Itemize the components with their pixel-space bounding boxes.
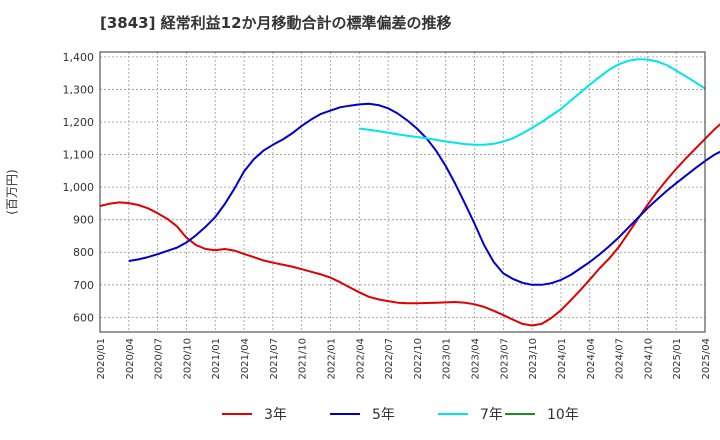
x-tick-label: 2020/07 <box>154 338 165 380</box>
legend: 3年 5年 7年 10年 <box>222 407 579 423</box>
x-tick-label: 2020/01 <box>96 338 107 380</box>
x-tick-label: 2021/04 <box>240 338 251 380</box>
x-tick-label: 2023/07 <box>499 338 510 380</box>
x-tick-label: 2021/10 <box>298 338 309 380</box>
x-tick-label: 2022/07 <box>384 338 395 380</box>
x-tick-label: 2023/10 <box>528 338 539 380</box>
legend-label-4: 10年 <box>547 407 579 423</box>
y-tick-label: 1,200 <box>63 116 95 129</box>
y-tick-label: 1,300 <box>63 83 95 96</box>
x-tick-label: 2021/01 <box>211 338 222 380</box>
y-tick-label: 1,000 <box>63 181 95 194</box>
x-tick-label: 2022/10 <box>413 338 424 380</box>
legend-label-2: 5年 <box>372 407 395 423</box>
y-tick-label: 600 <box>73 311 94 324</box>
x-tick-label: 2022/04 <box>355 338 366 380</box>
y-tick-label: 700 <box>73 279 94 292</box>
x-tick-label: 2025/04 <box>701 338 712 380</box>
legend-label-1: 3年 <box>264 407 287 423</box>
y-tick-label: 900 <box>73 214 94 227</box>
y-tick-label: 1,100 <box>63 149 95 162</box>
plot-frame <box>99 51 706 333</box>
series-line-1 <box>99 123 720 327</box>
x-tick-label: 2024/01 <box>557 338 568 380</box>
x-axis-ticks: 2020/01 2020/04 2020/07 2020/10 2021/01 2021/… <box>96 338 712 380</box>
x-tick-label: 2020/10 <box>182 338 193 380</box>
y-tick-label: 800 <box>73 246 94 259</box>
x-tick-label: 2021/07 <box>269 338 280 380</box>
x-tick-label: 2020/04 <box>125 338 136 380</box>
series-line-3 <box>359 58 706 146</box>
x-tick-label: 2024/07 <box>615 338 626 380</box>
y-axis-ticks: 600 700 800 900 1,000 1,100 1,200 1,300 1,400 <box>63 51 95 324</box>
x-tick-label: 2024/04 <box>586 338 597 380</box>
x-tick-label: 2023/01 <box>442 338 453 380</box>
x-tick-label: 2023/04 <box>471 338 482 380</box>
legend-label-3: 7年 <box>480 407 503 423</box>
x-tick-label: 2022/01 <box>326 338 337 380</box>
grid-lines <box>99 52 706 332</box>
series-line-2 <box>128 102 720 286</box>
x-tick-label: 2025/01 <box>672 338 683 380</box>
y-tick-label: 1,400 <box>63 51 95 64</box>
series-lines <box>99 58 720 327</box>
chart-title: [3843] 経常利益12か月移動合計の標準偏差の推移 <box>100 14 452 32</box>
y-axis-label: (百万円) <box>5 169 19 214</box>
x-tick-label: 2024/10 <box>643 338 654 380</box>
